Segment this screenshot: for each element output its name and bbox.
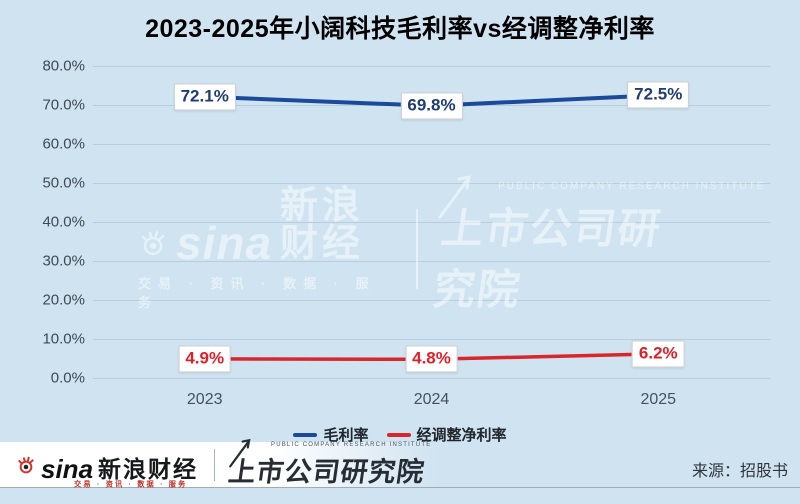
legend-swatch [386,432,411,437]
gridline [93,183,770,184]
data-point-label: 6.2% [631,340,685,368]
legend-label: 经调整净利率 [416,427,507,444]
data-point-label: 69.8% [400,92,463,120]
footer-arrow-icon [225,434,255,475]
gridline [93,261,770,262]
y-axis-label: 60.0% [42,135,85,153]
footer-logos: sina 新浪财经 交易 · 资讯 · 数据 · 服务 PUBLIC COMPA… [16,438,430,489]
footer-background-band [0,442,440,487]
y-axis-label: 80.0% [42,57,85,75]
x-axis-label: 2024 [413,391,450,408]
x-axis-label: 2023 [186,391,223,408]
legend-item: 经调整净利率 [386,424,507,445]
x-axis-label: 2025 [640,391,677,408]
gridline [93,66,770,67]
legend-label: 毛利率 [323,427,369,444]
gridline [93,222,770,223]
footer-sina-logo: sina 新浪财经 交易 · 资讯 · 数据 · 服务 [16,451,199,488]
gridline [93,144,770,145]
data-point-label: 72.5% [627,81,690,109]
chart-title: 2023-2025年小阔科技毛利率vs经调整净利率 [145,15,655,43]
y-axis-label: 40.0% [42,213,85,231]
y-axis-label: 0.0% [50,369,85,387]
data-point-label: 4.8% [405,345,458,373]
footer-tagline: 交易 · 资讯 · 数据 · 服务 [74,480,188,489]
gridline [93,378,770,379]
gridline [93,339,770,340]
sina-eye-icon [16,455,36,480]
footer-logo-divider [214,449,216,481]
legend: 毛利率 经调整净利率 [0,424,800,445]
footer-institute-en: PUBLIC COMPANY RESEARCH INSTITUTE [271,441,432,448]
footer-institute: PUBLIC COMPANY RESEARCH INSTITUTE 上市公司研究… [226,438,430,489]
gridline [93,300,770,301]
y-axis-label: 30.0% [42,252,85,270]
y-axis-label: 20.0% [42,291,85,309]
footer-divider-line [0,487,800,488]
footer-institute-text: 上市公司研究院 [226,457,427,487]
source-note: 来源：招股书 [691,463,788,480]
y-axis-label: 10.0% [42,330,85,348]
legend-item: 毛利率 [293,424,369,445]
footer-sina-wordmark: sina [41,453,94,484]
legend-swatch [293,432,318,437]
y-axis-label: 70.0% [42,96,85,114]
data-point-label: 4.9% [178,345,232,373]
data-point-label: 72.1% [173,83,236,111]
footer-brand: 新浪财经 [98,455,199,482]
y-axis-label: 50.0% [42,174,85,192]
